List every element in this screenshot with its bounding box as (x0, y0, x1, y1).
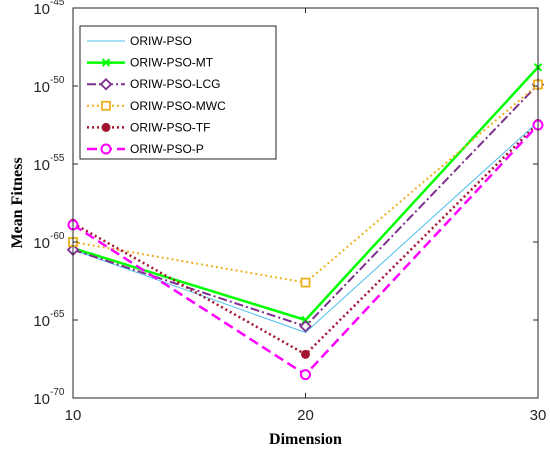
y-tick-label: 10 -45 (33, 0, 65, 18)
legend-entry-3: ORIW-PSO-LCG (87, 77, 220, 91)
svg-text:10: 10 (33, 79, 50, 96)
y-axis-label: Mean Fitness (9, 157, 26, 248)
legend-label: ORIW-PSO-TF (130, 120, 210, 134)
legend-label: ORIW-PSO-MWC (130, 99, 226, 113)
legend: ORIW-PSO ORIW-PSO-MT ORIW-PSO-LCG ORIW-PSO-… (79, 25, 277, 160)
y-tick-label: 10 -55 (33, 153, 65, 174)
series-6-point-2 (300, 369, 311, 381)
legend-marker (101, 122, 111, 132)
svg-text:10: 10 (33, 313, 50, 330)
series-3-point-2 (299, 319, 312, 333)
x-axis-label: Dimension (269, 431, 342, 448)
legend-label: ORIW-PSO-MT (130, 56, 214, 70)
svg-text:-45: -45 (50, 0, 65, 8)
legend-marker (99, 77, 113, 91)
x-tick-label: 20 (297, 407, 314, 424)
svg-text:10: 10 (33, 1, 50, 18)
legend-marker (101, 100, 111, 111)
legend-entry-2: ORIW-PSO-MT (87, 56, 214, 70)
series-4-point-2 (300, 277, 311, 288)
legend-entry-4: ORIW-PSO-MWC (87, 99, 226, 113)
legend-entry-6: ORIW-PSO-P (87, 142, 204, 156)
y-tick-label: 10 -50 (33, 75, 65, 96)
series-5-point-2 (301, 349, 310, 359)
svg-text:-60: -60 (50, 231, 65, 242)
legend-marker (101, 58, 111, 67)
legend-box (79, 25, 277, 160)
svg-text:10: 10 (33, 157, 50, 174)
svg-text:-55: -55 (50, 153, 65, 164)
series-line-6 (72, 124, 539, 376)
x-tick-label: 10 (65, 407, 82, 424)
y-tick-label: 10 -65 (33, 309, 65, 330)
legend-label: ORIW-PSO-LCG (130, 77, 220, 91)
svg-text:-65: -65 (50, 309, 65, 320)
x-tick-label: 30 (530, 407, 547, 424)
legend-marker (100, 143, 112, 155)
legend-entry-1: ORIW-PSO (87, 34, 192, 48)
y-tick-label: 10 -60 (33, 231, 65, 252)
svg-text:-50: -50 (50, 75, 65, 86)
legend-entry-5: ORIW-PSO-TF (87, 120, 210, 134)
legend-label: ORIW-PSO (130, 34, 192, 48)
svg-text:10: 10 (33, 391, 50, 408)
y-tick-label: 10 -70 (33, 387, 65, 408)
legend-label: ORIW-PSO-P (130, 142, 204, 156)
svg-text:10: 10 (33, 235, 50, 252)
svg-text:-70: -70 (50, 387, 65, 398)
